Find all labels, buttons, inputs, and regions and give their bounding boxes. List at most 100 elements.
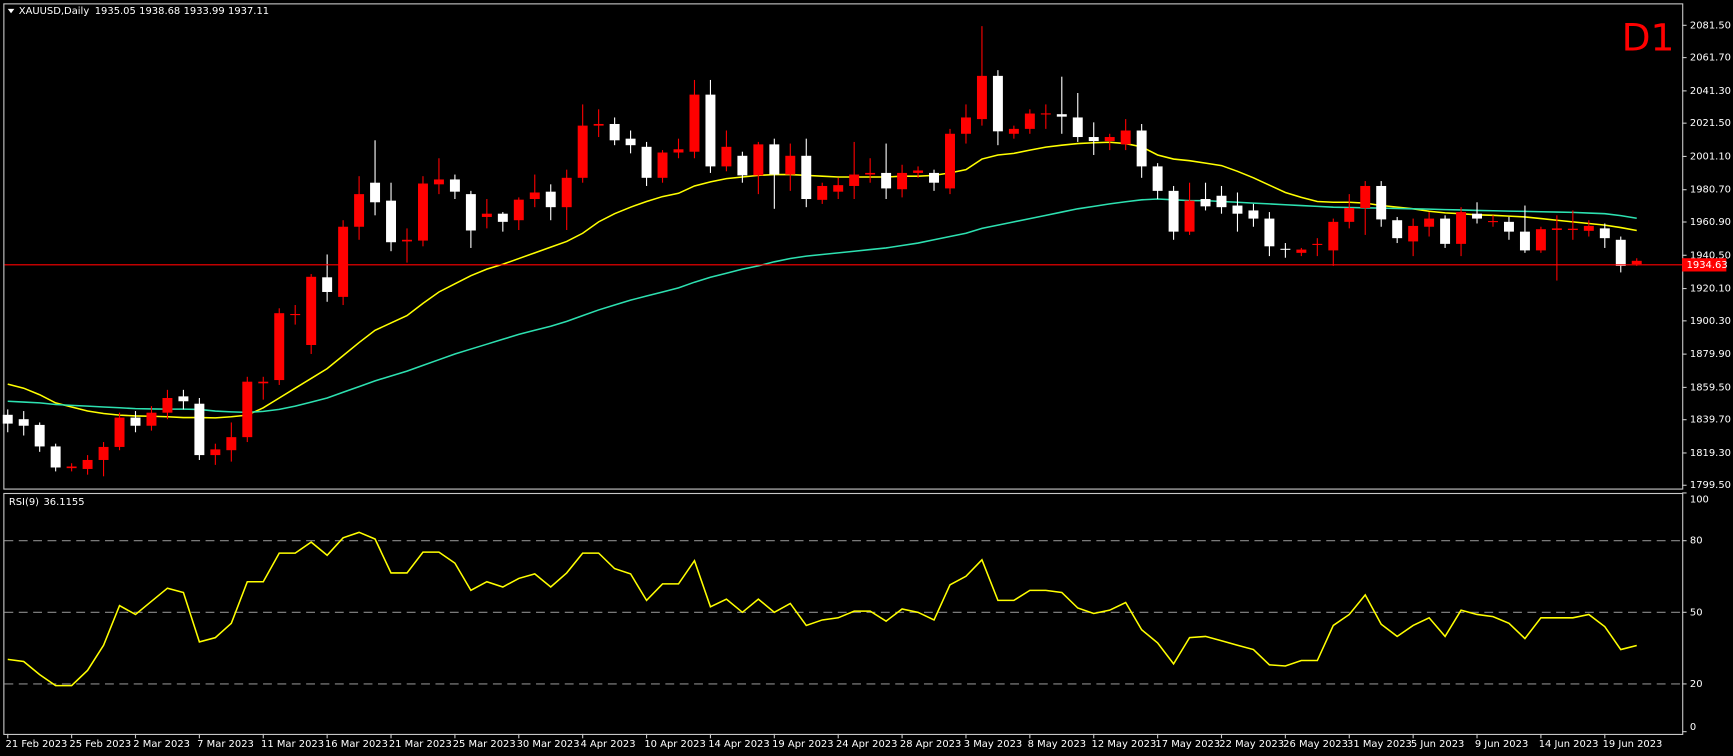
rsi-title: RSI(9) (9, 497, 39, 508)
candle-body (417, 183, 428, 241)
candle-body (1599, 228, 1610, 239)
candle-body (561, 177, 572, 208)
candle-body (1120, 130, 1131, 145)
candle-body (976, 75, 987, 120)
y-tick-label: 2001.10 (1690, 151, 1731, 162)
candle-body (338, 226, 349, 297)
candle-body (625, 138, 636, 146)
x-tick-label: 28 Apr 2023 (900, 739, 961, 750)
header-low: 1933.99 (184, 6, 225, 17)
x-tick-label: 14 Jun 2023 (1539, 739, 1599, 750)
candle-body (274, 313, 285, 381)
x-tick-label: 3 May 2023 (964, 739, 1022, 750)
candle-body (673, 149, 684, 153)
candle-body (386, 200, 397, 243)
candle-body (1008, 128, 1019, 134)
x-tick-label: 16 Mar 2023 (325, 739, 388, 750)
x-tick-label: 30 Mar 2023 (517, 739, 580, 750)
candle-body (1024, 113, 1035, 129)
candle-body (50, 446, 61, 468)
y-tick-label: 1819.30 (1690, 448, 1731, 459)
candle-body (34, 424, 45, 447)
y-tick-label: 1799.50 (1690, 480, 1731, 491)
candle-body (1535, 229, 1546, 251)
candle-body (1280, 248, 1291, 250)
candle-body (913, 170, 924, 173)
candle-body (657, 152, 668, 178)
candle-body (1040, 113, 1051, 115)
y-tick-label: 2061.70 (1690, 53, 1731, 64)
header-high: 1938.68 (139, 6, 180, 17)
candle-body (769, 144, 780, 175)
candle-body (577, 125, 588, 178)
x-tick-label: 21 Feb 2023 (6, 739, 68, 750)
candle-body (433, 179, 444, 185)
candle-body (402, 239, 412, 242)
candle-body (322, 277, 333, 292)
header-close: 1937.11 (228, 6, 269, 17)
candle-body (960, 117, 971, 134)
y-tick-label: 2021.50 (1690, 118, 1731, 129)
candle-body (1232, 205, 1243, 214)
candle-body (641, 146, 652, 178)
candle-body (833, 185, 844, 192)
rsi-header: RSI(9) 36.1155 (9, 497, 85, 508)
candle-body (1104, 137, 1115, 142)
x-tick-label: 26 May 2023 (1283, 739, 1348, 750)
candle-body (1200, 199, 1211, 207)
x-tick-label: 10 Apr 2023 (644, 739, 705, 750)
x-tick-label: 7 Mar 2023 (197, 739, 254, 750)
price-panel-frame (3, 3, 1684, 490)
candle-body (1168, 190, 1179, 232)
candle-body (1264, 218, 1275, 247)
candle-body (258, 381, 269, 384)
candle-body (609, 123, 620, 141)
candle-body (801, 155, 812, 200)
candle-body (1296, 249, 1307, 253)
candle-body (881, 172, 892, 189)
candle-body (194, 403, 205, 456)
candle-body (354, 194, 365, 227)
candle-body (242, 381, 253, 438)
candle-body (689, 94, 700, 152)
candle-body (370, 182, 381, 203)
rsi-line (7, 531, 1637, 687)
candle-body (737, 155, 748, 176)
price-header: XAUUSD,Daily 1935.05 1938.68 1933.99 1937.11 (19, 6, 269, 17)
candle-body (98, 446, 109, 460)
x-tick-label: 22 May 2023 (1219, 739, 1284, 750)
candle-body (992, 75, 1003, 132)
candle-body (162, 398, 173, 413)
candle-body (146, 412, 157, 426)
x-tick-label: 4 Apr 2023 (580, 739, 635, 750)
y-tick-label: 1960.90 (1690, 217, 1731, 228)
candle-body (18, 419, 29, 426)
candle-body (210, 449, 221, 456)
candle-body (178, 396, 189, 402)
rsi-tick-label: 80 (1690, 536, 1703, 547)
x-tick-label: 14 Apr 2023 (708, 739, 769, 750)
candle-body (1424, 218, 1435, 227)
candle-body (1488, 221, 1498, 223)
candle-body (849, 174, 860, 186)
candle-body (1440, 218, 1451, 244)
y-tick-label: 1980.70 (1690, 185, 1731, 196)
candle-body (1472, 213, 1483, 219)
rsi-panel-frame (3, 492, 1684, 735)
x-tick-label: 24 Apr 2023 (836, 739, 897, 750)
x-tick-label: 25 Mar 2023 (453, 739, 516, 750)
candle-body (593, 123, 604, 126)
candle-body (1152, 166, 1163, 191)
x-tick-label: 12 May 2023 (1092, 739, 1157, 750)
candle-body (1248, 210, 1259, 219)
candle-body (785, 155, 796, 175)
candle-body (545, 191, 556, 208)
candle-body (1519, 231, 1530, 251)
x-tick-label: 25 Feb 2023 (69, 739, 131, 750)
candle-body (66, 466, 77, 469)
candle-body (481, 213, 492, 217)
candle-body (130, 417, 141, 426)
x-tick-label: 17 May 2023 (1155, 739, 1220, 750)
y-tick-label: 1859.50 (1690, 382, 1731, 393)
